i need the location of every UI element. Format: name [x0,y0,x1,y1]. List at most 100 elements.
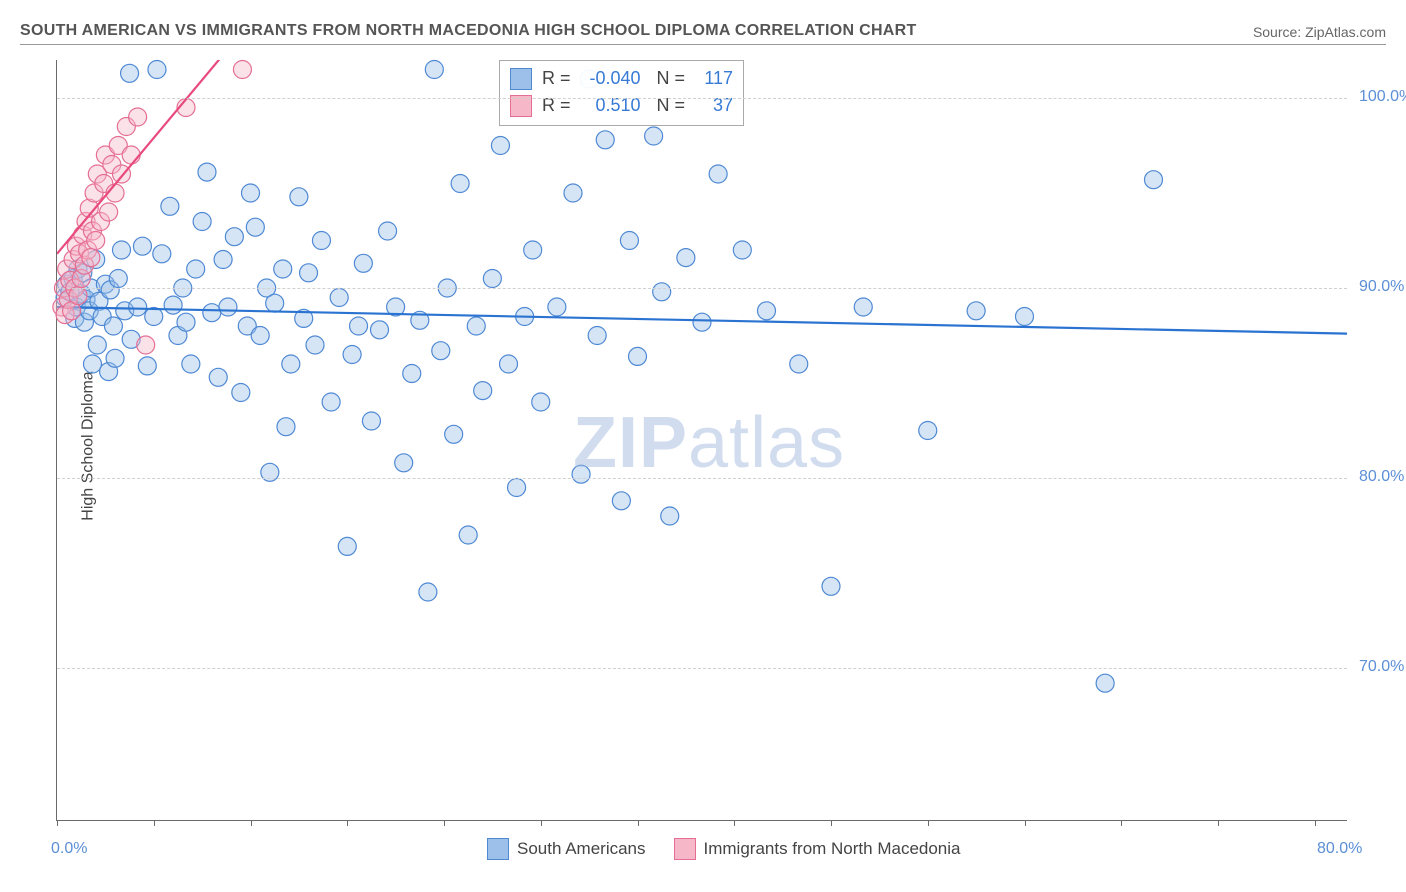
data-point [532,393,550,411]
data-point [620,232,638,250]
data-point [69,287,87,305]
data-point [322,393,340,411]
data-point [214,251,232,269]
data-point [693,313,711,331]
data-point [104,317,122,335]
data-point [300,264,318,282]
gridline-h [57,668,1347,669]
data-point [967,302,985,320]
data-point [246,218,264,236]
data-point [459,526,477,544]
data-point [122,146,140,164]
data-point [198,163,216,181]
data-point [274,260,292,278]
data-point [362,412,380,430]
data-point [129,108,147,126]
n-value: 117 [693,65,733,92]
x-tick [154,820,155,826]
data-point [564,184,582,202]
data-point [548,298,566,316]
legend-swatch [674,838,696,860]
x-tick [444,820,445,826]
data-point [148,61,166,79]
series-name: Immigrants from North Macedonia [704,839,961,859]
x-tick [57,820,58,826]
data-point [193,213,211,231]
data-point [653,283,671,301]
series-legend: South Americans Immigrants from North Mac… [487,838,961,860]
n-label: N = [657,92,686,119]
data-point [419,583,437,601]
data-point [82,249,100,267]
data-point [164,296,182,314]
data-point [266,294,284,312]
stats-legend-row: R =-0.040N =117 [510,65,733,92]
data-point [277,418,295,436]
series-name: South Americans [517,839,646,859]
x-tick [541,820,542,826]
y-tick-label: 70.0% [1359,658,1404,676]
n-label: N = [657,65,686,92]
data-point [282,355,300,373]
data-point [432,342,450,360]
data-point [1016,308,1034,326]
data-point [403,365,421,383]
data-point [661,507,679,525]
data-point [629,347,647,365]
data-point [203,304,221,322]
data-point [177,313,195,331]
x-tick-label-max: 80.0% [1317,840,1362,858]
data-point [83,355,101,373]
plot-svg [57,60,1347,820]
stats-legend-row: R =0.510N =37 [510,92,733,119]
data-point [88,336,106,354]
data-point [588,327,606,345]
data-point [137,336,155,354]
x-tick [928,820,929,826]
chart-container: SOUTH AMERICAN VS IMMIGRANTS FROM NORTH … [0,0,1406,892]
stats-legend: R =-0.040N =117R =0.510N =37 [499,60,744,126]
data-point [312,232,330,250]
data-point [306,336,324,354]
data-point [445,425,463,443]
data-point [100,203,118,221]
data-point [232,384,250,402]
data-point [109,270,127,288]
series-legend-item: Immigrants from North Macedonia [674,838,961,860]
data-point [338,537,356,555]
gridline-h [57,288,1347,289]
data-point [709,165,727,183]
series-legend-item: South Americans [487,838,646,860]
data-point [572,465,590,483]
x-tick [831,820,832,826]
r-value: -0.040 [579,65,641,92]
data-point [129,298,147,316]
data-point [225,228,243,246]
data-point [524,241,542,259]
data-point [612,492,630,510]
data-point [596,131,614,149]
y-tick-label: 100.0% [1359,88,1406,106]
chart-title: SOUTH AMERICAN VS IMMIGRANTS FROM NORTH … [20,22,917,40]
data-point [854,298,872,316]
gridline-h [57,98,1347,99]
plot-area: ZIPatlas R =-0.040N =117R =0.510N =37 So… [56,60,1347,821]
data-point [187,260,205,278]
data-point [290,188,308,206]
data-point [371,321,389,339]
data-point [395,454,413,472]
data-point [425,61,443,79]
data-point [251,327,269,345]
n-value: 37 [693,92,733,119]
data-point [121,64,139,82]
title-bar: SOUTH AMERICAN VS IMMIGRANTS FROM NORTH … [20,12,1386,45]
data-point [113,241,131,259]
data-point [242,184,260,202]
data-point [330,289,348,307]
data-point [451,175,469,193]
x-tick [347,820,348,826]
data-point [758,302,776,320]
data-point [343,346,361,364]
x-tick [1025,820,1026,826]
r-label: R = [542,92,571,119]
